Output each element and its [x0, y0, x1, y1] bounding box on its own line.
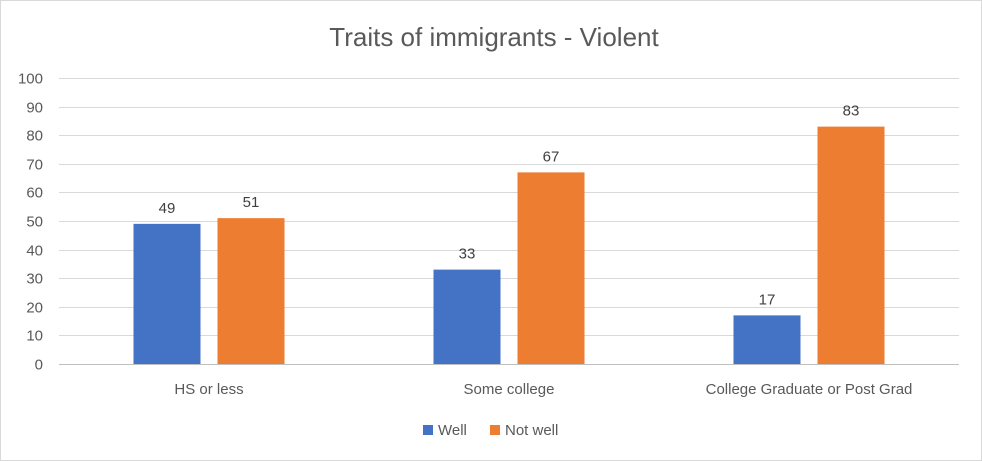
- legend-swatch: [423, 425, 433, 435]
- category-label: HS or less: [174, 381, 243, 398]
- legend-label: Not well: [505, 422, 558, 439]
- y-tick-label: 100: [18, 71, 43, 88]
- y-tick-label: 50: [26, 214, 43, 231]
- chart-title: Traits of immigrants - Violent: [329, 22, 659, 52]
- bar-well: [433, 269, 501, 364]
- data-label: 17: [759, 291, 776, 308]
- y-axis-ticks: 0 10 20 30 40 50 60 70 80 90 100: [18, 71, 43, 374]
- y-tick-label: 90: [26, 100, 43, 117]
- y-tick-label: 10: [26, 328, 43, 345]
- y-tick-label: 30: [26, 271, 43, 288]
- y-tick-label: 70: [26, 157, 43, 174]
- data-label: 67: [543, 148, 560, 165]
- data-label: 51: [243, 194, 260, 211]
- bar-well: [133, 223, 201, 364]
- gridlines: [59, 78, 959, 365]
- data-label: 33: [459, 246, 476, 263]
- bar-well: [733, 315, 801, 364]
- y-tick-label: 60: [26, 185, 43, 202]
- data-label: 83: [843, 103, 860, 120]
- bar-not-well: [217, 218, 285, 364]
- legend-swatch: [490, 425, 500, 435]
- category-label: Some college: [464, 381, 555, 398]
- bars: [133, 126, 885, 365]
- bar-not-well: [517, 172, 585, 364]
- category-labels: HS or less Some college College Graduate o…: [174, 381, 912, 398]
- bar-not-well: [817, 126, 885, 365]
- y-tick-label: 80: [26, 128, 43, 145]
- legend-label: Well: [438, 422, 467, 439]
- y-tick-label: 20: [26, 300, 43, 317]
- y-tick-label: 0: [35, 357, 43, 374]
- category-label: College Graduate or Post Grad: [706, 381, 913, 398]
- data-label: 49: [159, 200, 176, 217]
- legend: Well Not well: [423, 422, 558, 439]
- data-labels: 49 51 33 67 17 83: [159, 103, 860, 309]
- y-tick-label: 40: [26, 243, 43, 260]
